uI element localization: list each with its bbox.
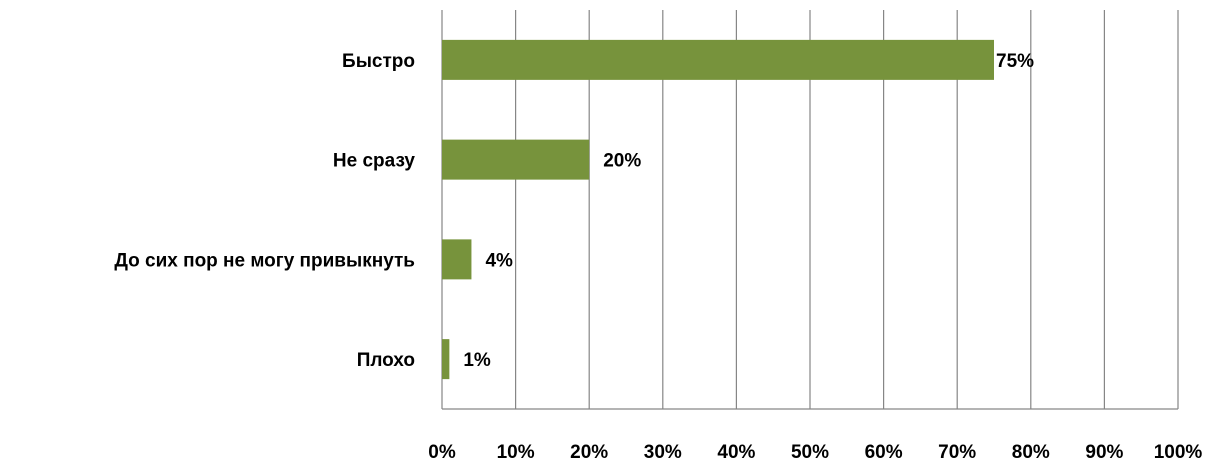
category-label: Не сразу [333, 151, 416, 172]
value-labels: 75% 20% 4% 1% [463, 51, 1034, 371]
bar [442, 239, 472, 280]
x-tick-label: 0% [428, 442, 456, 463]
x-tick-label: 100% [1154, 442, 1203, 463]
x-tick-label: 80% [1012, 442, 1050, 463]
x-tick-label: 50% [791, 442, 829, 463]
bar [442, 39, 994, 80]
bars [442, 39, 994, 380]
value-label: 4% [485, 250, 513, 271]
bar [442, 339, 450, 380]
x-tick-label: 30% [644, 442, 682, 463]
category-labels: Быстро Не сразу До сих пор не могу привыкн… [114, 51, 415, 371]
x-tick-label: 10% [497, 442, 535, 463]
x-tick-label: 60% [865, 442, 903, 463]
x-tick-label: 70% [938, 442, 976, 463]
x-tick-label: 20% [570, 442, 608, 463]
x-axis-tick-labels: 0% 10% 20% 30% 40% 50% 60% 70% 80% 90% 100% [428, 442, 1202, 463]
category-label: Плохо [357, 350, 415, 371]
category-label: До сих пор не могу привыкнуть [114, 250, 415, 271]
x-tick-label: 90% [1085, 442, 1123, 463]
value-label: 20% [603, 151, 641, 172]
x-tick-label: 40% [717, 442, 755, 463]
category-label: Быстро [342, 51, 415, 72]
bar [442, 139, 590, 180]
value-label: 1% [463, 350, 491, 371]
value-label: 75% [996, 51, 1034, 72]
